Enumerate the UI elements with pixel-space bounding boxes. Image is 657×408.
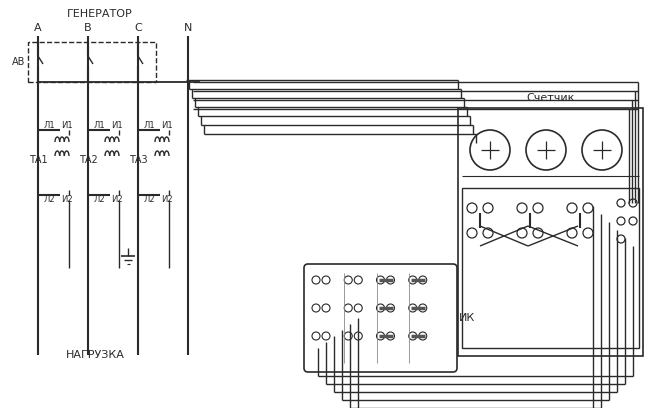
Circle shape	[354, 332, 362, 340]
Circle shape	[467, 203, 477, 213]
Text: И2: И2	[61, 195, 73, 204]
Circle shape	[419, 304, 427, 312]
FancyBboxPatch shape	[304, 264, 457, 372]
Text: Счетчик: Счетчик	[526, 93, 575, 103]
Circle shape	[386, 276, 394, 284]
Text: N: N	[184, 23, 193, 33]
Circle shape	[354, 304, 362, 312]
Circle shape	[617, 217, 625, 225]
Text: Л1: Л1	[43, 120, 55, 129]
Circle shape	[322, 276, 330, 284]
Circle shape	[386, 304, 394, 312]
Text: ТА2: ТА2	[79, 155, 97, 165]
Circle shape	[483, 203, 493, 213]
Circle shape	[344, 304, 352, 312]
Circle shape	[533, 228, 543, 238]
Text: Л1: Л1	[93, 120, 105, 129]
Text: Л2: Л2	[93, 195, 105, 204]
Text: Л2: Л2	[143, 195, 155, 204]
Circle shape	[567, 203, 577, 213]
Text: ТА1: ТА1	[29, 155, 47, 165]
Bar	[462, 188, 639, 348]
Text: И1: И1	[61, 120, 73, 129]
Circle shape	[583, 228, 593, 238]
Circle shape	[567, 228, 577, 238]
Text: И1: И1	[111, 120, 123, 129]
Circle shape	[517, 203, 527, 213]
Circle shape	[629, 199, 637, 207]
Text: ГЕНЕРАТОР: ГЕНЕРАТОР	[67, 9, 133, 19]
Circle shape	[617, 199, 625, 207]
Circle shape	[629, 217, 637, 225]
Circle shape	[582, 130, 622, 170]
Bar	[458, 108, 643, 356]
Circle shape	[322, 304, 330, 312]
Text: АВ: АВ	[12, 57, 25, 67]
Text: ТА3: ТА3	[129, 155, 147, 165]
Text: Л2: Л2	[43, 195, 55, 204]
Circle shape	[409, 332, 417, 340]
Text: С: С	[134, 23, 142, 33]
Circle shape	[312, 304, 320, 312]
Circle shape	[409, 276, 417, 284]
Text: И2: И2	[111, 195, 123, 204]
Circle shape	[483, 228, 493, 238]
Circle shape	[376, 276, 384, 284]
Circle shape	[344, 332, 352, 340]
Circle shape	[419, 276, 427, 284]
Circle shape	[583, 203, 593, 213]
Circle shape	[322, 332, 330, 340]
Circle shape	[467, 228, 477, 238]
Circle shape	[526, 130, 566, 170]
Circle shape	[617, 235, 625, 243]
Circle shape	[517, 228, 527, 238]
Circle shape	[376, 332, 384, 340]
Circle shape	[409, 304, 417, 312]
Circle shape	[470, 130, 510, 170]
Circle shape	[419, 332, 427, 340]
Text: ИК: ИК	[459, 313, 475, 323]
Text: Л1: Л1	[143, 120, 155, 129]
Circle shape	[354, 276, 362, 284]
Text: И1: И1	[161, 120, 173, 129]
Circle shape	[533, 203, 543, 213]
Circle shape	[376, 304, 384, 312]
Text: В: В	[84, 23, 92, 33]
Text: И2: И2	[161, 195, 173, 204]
Circle shape	[312, 332, 320, 340]
Circle shape	[386, 332, 394, 340]
Text: НАГРУЗКА: НАГРУЗКА	[66, 350, 124, 360]
Bar	[28, 42, 156, 82]
Circle shape	[344, 276, 352, 284]
Circle shape	[312, 276, 320, 284]
Text: А: А	[34, 23, 42, 33]
